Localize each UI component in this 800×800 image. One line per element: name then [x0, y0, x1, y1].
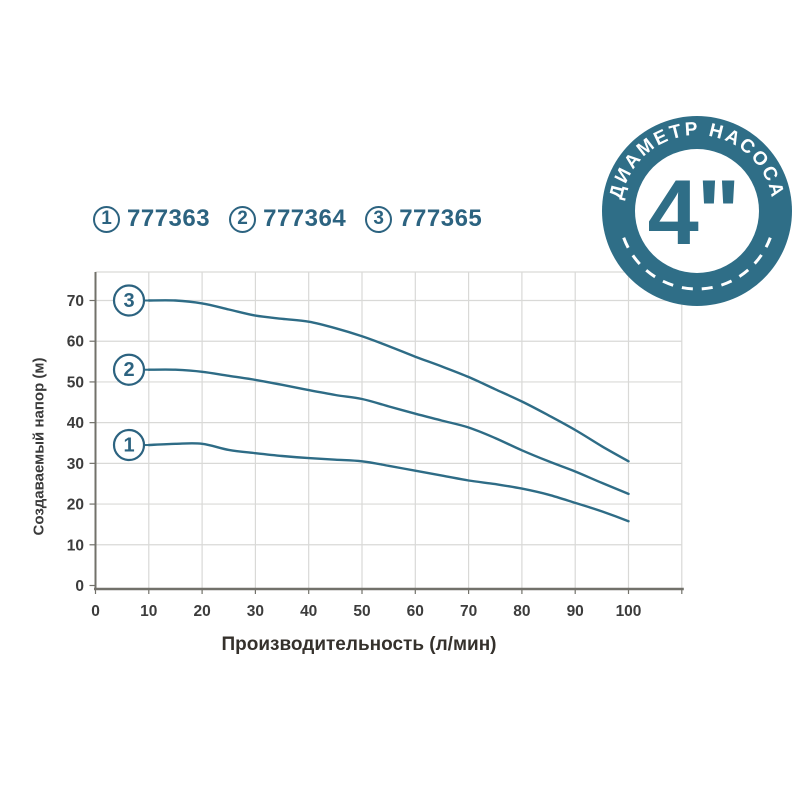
badge-inner-disc	[635, 149, 759, 273]
curve-index-number: 1	[123, 435, 134, 457]
y-axis-title: Создаваемый напор (м)	[30, 357, 48, 536]
legend-index-number: 1	[101, 208, 112, 229]
axes	[89, 272, 684, 594]
pump-diameter-badge: ДИАМЕТР НАСОСА 4"	[602, 116, 792, 306]
x-tick-label: 80	[513, 603, 530, 620]
x-tick-label: 30	[247, 603, 264, 620]
y-tick-label: 70	[67, 293, 84, 310]
pump-curve-777364	[147, 368, 630, 496]
legend-index-badge: 2	[229, 205, 257, 233]
tick-labels: 0 10 20 30 40 50 60 70 80 90 100 0 10 20 30 40 50 60 70	[67, 293, 642, 620]
curve-index-labels: 1 2 3	[112, 284, 150, 462]
y-tick-label: 10	[67, 537, 84, 554]
x-tick-label: 90	[567, 603, 584, 620]
x-tick-label: 40	[300, 603, 317, 620]
pump-curve-777365	[147, 299, 630, 463]
pump-curves	[147, 299, 630, 523]
x-axis-title: Производительность (л/мин)	[221, 634, 497, 655]
x-tick-label: 70	[460, 603, 477, 620]
x-tick-label: 100	[616, 603, 642, 620]
x-tick-label: 20	[193, 603, 210, 620]
legend-article-number: 777365	[399, 205, 483, 232]
legend-item: 1 777363	[93, 205, 210, 233]
x-tick-label: 10	[140, 603, 157, 620]
legend-article-number: 777364	[263, 205, 347, 232]
pump-curve-777363	[147, 442, 630, 523]
legend-index-number: 2	[237, 208, 248, 229]
legend-index-badge: 1	[93, 205, 120, 233]
legend-item: 2 777364	[229, 205, 346, 233]
x-tick-label: 60	[407, 603, 424, 620]
y-tick-label: 40	[67, 415, 84, 432]
badge-diameter-value: 4"	[648, 162, 739, 264]
y-tick-label: 60	[67, 334, 84, 351]
curve-legend: 1 777363 2 777364 3 777365	[93, 205, 482, 233]
grid-lines	[95, 271, 683, 588]
y-tick-label: 50	[67, 374, 84, 391]
badge-dashed-arc	[622, 237, 772, 291]
x-tick-label: 50	[353, 603, 370, 620]
legend-article-number: 777363	[127, 205, 211, 232]
curve-index-badge	[112, 284, 146, 317]
y-tick-label: 30	[67, 456, 84, 473]
curve-index-number: 3	[123, 290, 134, 312]
x-tick-label: 0	[91, 603, 100, 620]
legend-index-badge: 3	[365, 205, 393, 233]
curve-index-number: 2	[123, 359, 134, 381]
legend-item: 3 777365	[365, 205, 482, 233]
legend-index-number: 3	[373, 208, 384, 229]
curve-index-badge	[112, 428, 146, 462]
y-tick-label: 20	[67, 497, 84, 514]
curve-index-badge	[112, 353, 146, 386]
y-tick-label: 0	[75, 578, 84, 595]
